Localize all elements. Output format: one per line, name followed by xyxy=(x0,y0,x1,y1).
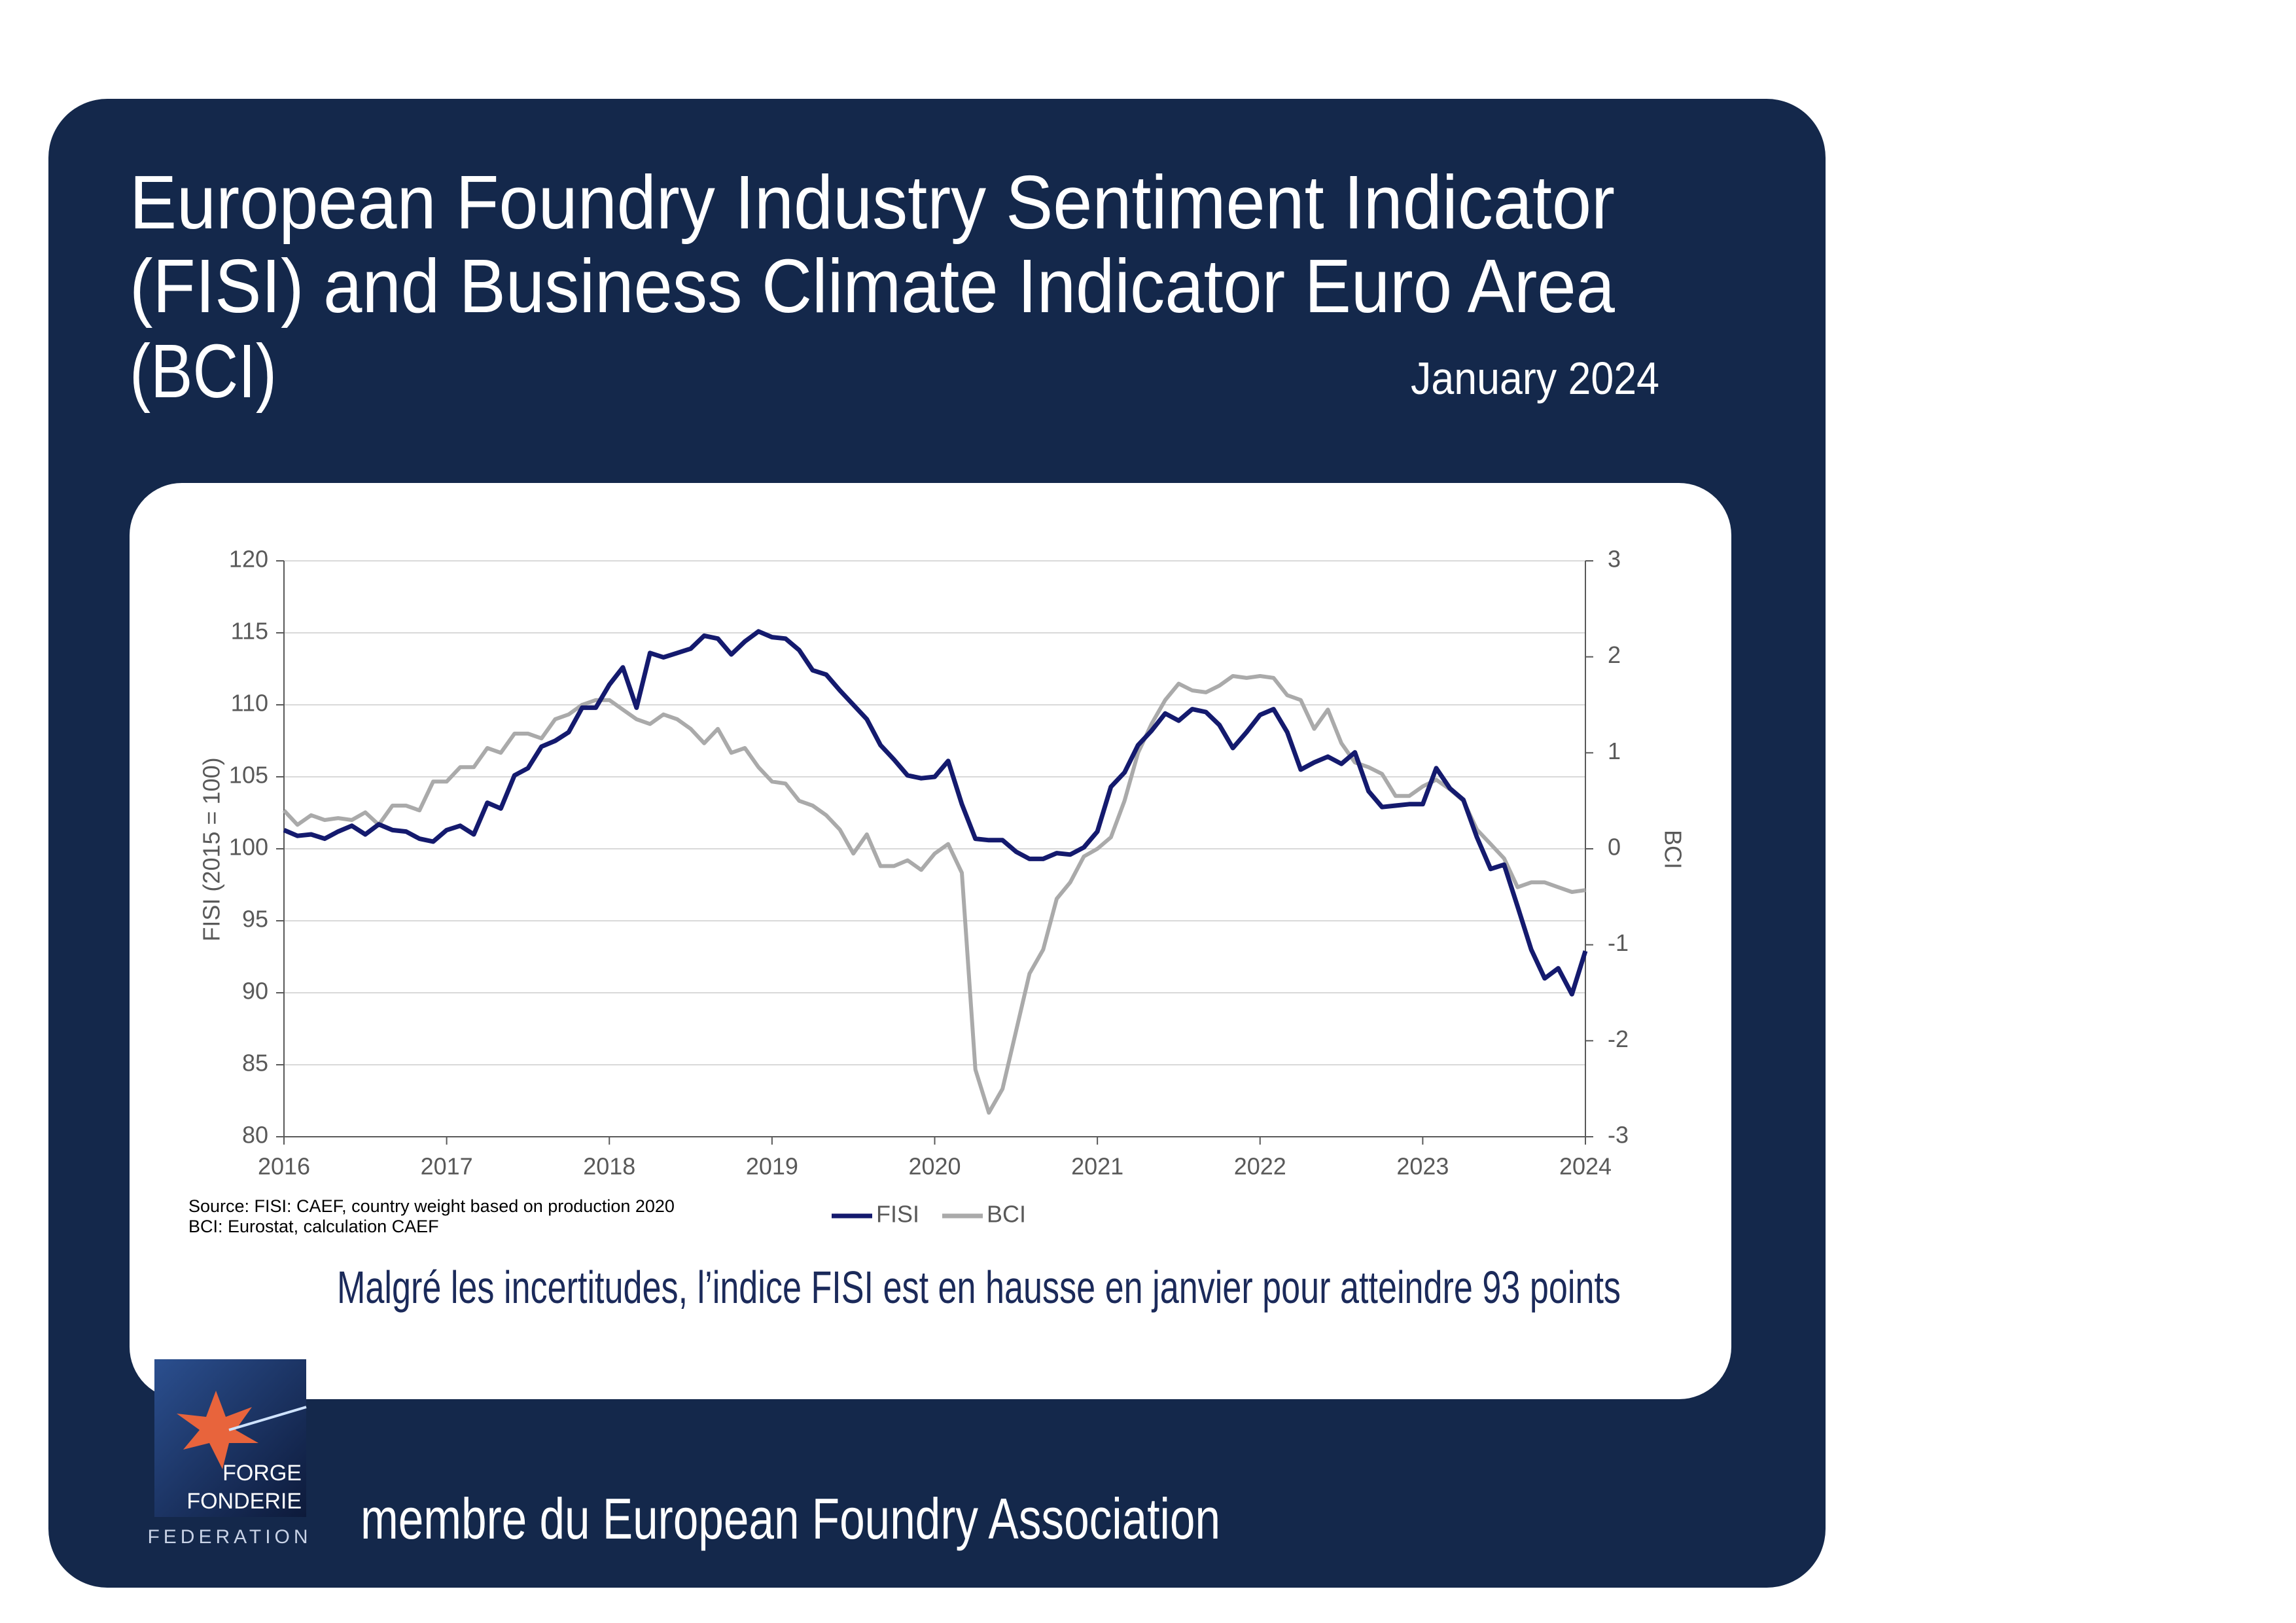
title-line: (FISI) and Business Climate Indicator Eu… xyxy=(130,243,1615,329)
y-tick-label: 90 xyxy=(242,978,268,1005)
x-tick-label: 2021 xyxy=(1071,1153,1123,1180)
y2-tick-label: -1 xyxy=(1608,929,1629,956)
x-tick-label: 2018 xyxy=(583,1153,635,1180)
y-tick-label: 115 xyxy=(231,618,268,645)
x-tick-label: 2024 xyxy=(1559,1153,1612,1180)
y2-tick-label: -3 xyxy=(1608,1122,1629,1149)
y2-tick-label: 3 xyxy=(1608,546,1621,573)
y2-tick-label: 0 xyxy=(1608,834,1621,861)
x-tick-label: 2020 xyxy=(908,1153,961,1180)
y-tick-label: 120 xyxy=(229,546,268,573)
legend-label: BCI xyxy=(987,1201,1026,1228)
y2-tick-label: 2 xyxy=(1608,641,1621,668)
series-line xyxy=(282,674,1586,1115)
x-tick-label: 2019 xyxy=(746,1153,798,1180)
y-axis-label: FISI (2015 = 100) xyxy=(198,757,225,941)
y2-axis-label: BCI xyxy=(1659,830,1686,869)
source: BCI: Eurostat, calculation CAEF xyxy=(188,1217,439,1236)
title-line: European Foundry Industry Sentiment Indi… xyxy=(130,160,1615,245)
footer: membre du European Foundry Association xyxy=(361,1486,1220,1551)
logo-spark xyxy=(228,1406,307,1431)
x-tick-label: 2016 xyxy=(258,1153,310,1180)
chart: 80 85 90 95 100 105 110 115 120 -3 -2 -1 0 1 2 3 2016 201… xyxy=(198,546,1687,1228)
logo-star xyxy=(177,1391,258,1469)
x-tick-label: 2017 xyxy=(421,1153,473,1180)
series-line xyxy=(283,629,1588,997)
logo-text: FEDERATION xyxy=(147,1526,311,1548)
source: Source: FISI: CAEF, country weight based… xyxy=(188,1196,675,1216)
logo-text: FONDERIE xyxy=(186,1489,302,1514)
y-tick-label: 85 xyxy=(242,1050,268,1077)
logo: FORGE FONDERIE FEDERATION xyxy=(147,1359,311,1548)
y2-tick-label: 1 xyxy=(1608,738,1621,764)
y2-tick-label: -2 xyxy=(1608,1026,1629,1052)
subtitle: January 2024 xyxy=(1411,353,1659,404)
logo-text: FORGE xyxy=(222,1461,302,1486)
annotation: Malgré les incertitudes, l’indice FISI e… xyxy=(337,1262,1621,1313)
title-line: (BCI) xyxy=(130,329,277,414)
y-tick-label: 110 xyxy=(231,690,268,717)
y-tick-label: 105 xyxy=(229,762,268,789)
y-tick-label: 100 xyxy=(229,834,268,861)
x-tick-label: 2022 xyxy=(1234,1153,1286,1180)
y-tick-label: 95 xyxy=(242,906,268,933)
y-tick-label: 80 xyxy=(242,1122,268,1149)
legend-label: FISI xyxy=(876,1201,919,1228)
x-tick-label: 2023 xyxy=(1396,1153,1449,1180)
